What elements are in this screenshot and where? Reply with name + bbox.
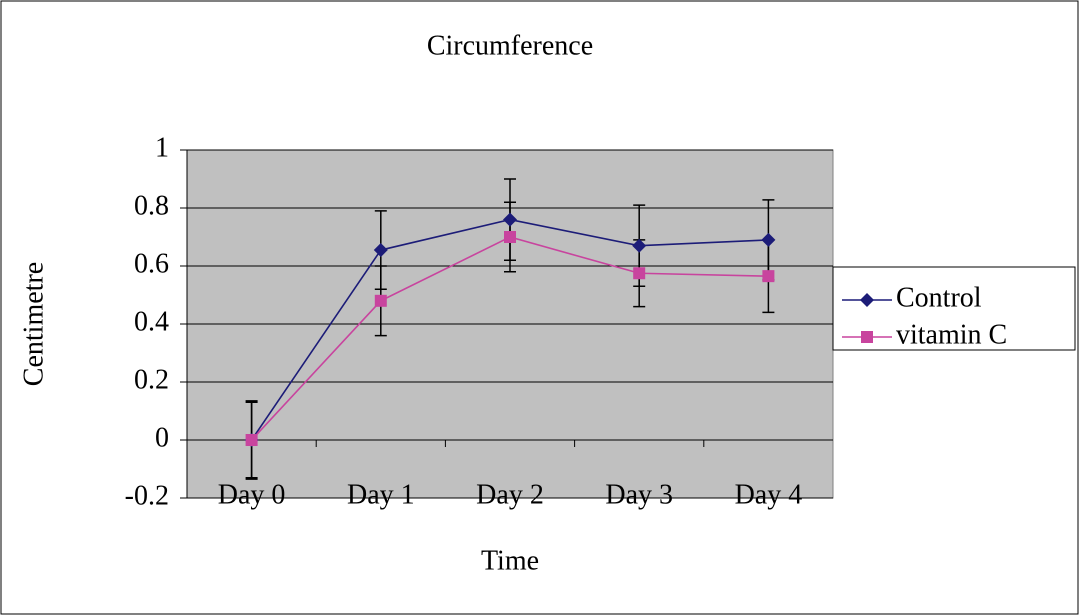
y-tick-label: 0.2 <box>134 364 169 395</box>
y-tick-label: 0.6 <box>134 248 169 279</box>
data-point <box>504 231 516 243</box>
data-point <box>375 295 387 307</box>
y-axis-label: Centimetre <box>18 262 49 386</box>
data-point <box>246 434 258 446</box>
legend-label: Control <box>896 282 982 313</box>
x-tick-label: Day 3 <box>605 479 673 510</box>
y-tick-label: 0.8 <box>134 190 169 221</box>
data-point <box>633 267 645 279</box>
x-tick-label: Day 2 <box>476 479 544 510</box>
y-tick-label: -0.2 <box>125 480 169 511</box>
y-tick-label: 0.4 <box>134 306 169 337</box>
y-tick-label: 0 <box>155 422 169 453</box>
y-tick-label: 1 <box>155 132 169 163</box>
legend-label: vitamin C <box>896 319 1007 350</box>
x-axis-label: Time <box>481 545 539 576</box>
data-point <box>762 270 774 282</box>
chart-title: Circumference <box>427 30 593 61</box>
x-tick-label: Day 1 <box>347 479 415 510</box>
x-tick-label: Day 0 <box>218 479 286 510</box>
x-tick-label: Day 4 <box>735 479 803 510</box>
legend-marker <box>861 331 873 343</box>
chart: Circumference Time Centimetre -0.2 0 0.2 0.… <box>0 0 1080 616</box>
